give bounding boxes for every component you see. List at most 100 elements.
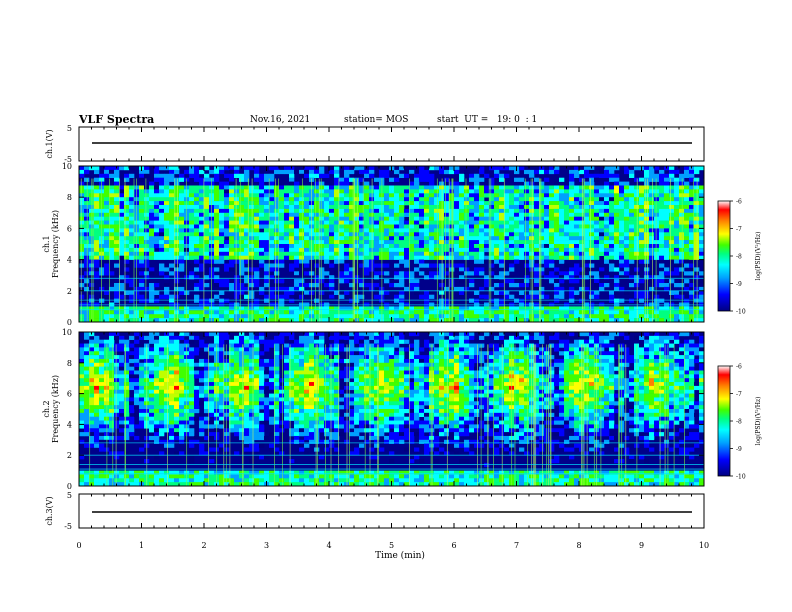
- spectrogram-cell: [229, 197, 235, 202]
- spectrogram-cell: [89, 439, 95, 444]
- spectrogram-cell: [214, 251, 220, 256]
- spectrogram-cell: [214, 185, 220, 190]
- spectrogram-cell: [534, 169, 540, 175]
- spectrogram-cell: [519, 177, 525, 182]
- spectrogram-cell: [494, 201, 500, 206]
- spectrogram-cell: [614, 177, 620, 182]
- spectrogram-cell: [389, 236, 395, 241]
- spectrogram-cell: [314, 251, 320, 256]
- spectrogram-cell: [109, 201, 115, 206]
- spectrogram-cell: [434, 228, 440, 233]
- spectrogram-cell: [294, 193, 300, 198]
- spectrogram-cell: [404, 240, 410, 245]
- spectrogram-cell: [139, 271, 145, 276]
- spectrogram-cell: [229, 232, 235, 237]
- spectrogram-cell: [304, 169, 310, 175]
- spectrogram-cell: [219, 185, 225, 190]
- spectrogram-cell: [699, 279, 705, 284]
- spectrogram-cell: [124, 474, 130, 479]
- spectrogram-cell: [174, 201, 180, 206]
- spectrogram-cell: [639, 197, 645, 202]
- spectrogram-cell: [139, 298, 145, 303]
- spectrogram-cell: [634, 216, 640, 221]
- spectrogram-cell: [259, 189, 265, 194]
- spectrogram-cell: [659, 298, 665, 303]
- spectrogram-cell: [264, 232, 270, 237]
- spectrogram-cell: [349, 306, 355, 311]
- spectrogram-cell: [114, 409, 120, 414]
- spectrogram-cell: [644, 290, 650, 295]
- spectrogram-cell: [479, 247, 485, 253]
- spectrogram-cell: [119, 374, 125, 379]
- spectrogram-cell: [369, 240, 375, 245]
- spectrogram-cell: [584, 201, 590, 206]
- spectrogram-cell: [644, 177, 650, 182]
- spectrogram-cell: [129, 298, 135, 303]
- spectrogram-cell: [169, 247, 175, 253]
- spectrogram-cell: [374, 283, 380, 288]
- spectrogram-cell: [264, 173, 270, 178]
- spectrogram-cell: [414, 236, 420, 241]
- spectrogram-cell: [314, 228, 320, 233]
- spectrogram-cell: [689, 306, 695, 311]
- spectrogram-cell: [594, 283, 600, 288]
- spectrogram-cell: [499, 228, 505, 233]
- spectrogram-cell: [479, 212, 485, 217]
- spectrogram-cell: [639, 314, 645, 319]
- spectrogram-cell: [479, 259, 485, 264]
- spectrogram-cell: [439, 220, 445, 225]
- spectrogram-cell: [214, 232, 220, 237]
- spectrogram-cell: [439, 263, 445, 268]
- spectrogram-cell: [479, 224, 485, 229]
- spectrogram-cell: [239, 173, 245, 178]
- spectrogram-cell: [509, 244, 515, 249]
- spectrogram-cell: [634, 275, 640, 280]
- spectrogram-cell: [654, 208, 660, 214]
- spectrogram-cell: [84, 244, 90, 249]
- spectrogram-cell: [259, 224, 265, 229]
- spectrogram-cell: [179, 197, 185, 202]
- spectrogram-cell: [124, 318, 130, 323]
- spectrogram-cell: [229, 201, 235, 206]
- spectrogram-cell: [504, 189, 510, 194]
- spectrogram-cell: [674, 255, 680, 260]
- spectrogram-cell: [199, 205, 205, 210]
- spectrogram-cell: [364, 283, 370, 288]
- spectrogram-cell: [314, 208, 320, 214]
- spectrogram-cell: [79, 351, 85, 356]
- spectrogram-cell: [614, 251, 620, 256]
- spectrogram-cell: [169, 220, 175, 225]
- spectrogram-cell: [174, 358, 180, 364]
- spectrogram-cell: [639, 205, 645, 210]
- spectrogram-cell: [99, 389, 105, 394]
- spectrogram-cell: [154, 166, 160, 171]
- spectrogram-cell: [459, 173, 465, 178]
- spectrogram-cell: [674, 232, 680, 237]
- spectrogram-cell: [424, 318, 430, 323]
- spectrogram-cell: [174, 428, 180, 433]
- spectrogram-cell: [339, 189, 345, 194]
- spectrogram-cell: [199, 208, 205, 214]
- spectrogram-cell: [344, 247, 350, 253]
- spectrogram-cell: [124, 355, 130, 360]
- spectrogram-cell: [344, 224, 350, 229]
- spectrogram-cell: [624, 205, 630, 210]
- spectrogram-cell: [179, 343, 185, 348]
- spectrogram-cell: [664, 177, 670, 182]
- spectrogram-cell: [444, 251, 450, 256]
- spectrogram-cell: [79, 412, 85, 417]
- spectrogram-cell: [644, 216, 650, 221]
- spectrogram-cell: [224, 216, 230, 221]
- spectrogram-cell: [284, 251, 290, 256]
- spectrogram-cell: [224, 224, 230, 229]
- spectrogram-cell: [124, 482, 130, 487]
- spectrogram-cell: [344, 240, 350, 245]
- spectrogram-cell: [184, 339, 190, 344]
- spectrogram-cell: [179, 412, 185, 417]
- spectrogram-cell: [414, 181, 420, 186]
- spectrogram-cell: [564, 306, 570, 311]
- spectrogram-cell: [164, 382, 170, 387]
- spectrogram-cell: [454, 286, 460, 292]
- spectrogram-cell: [149, 244, 155, 249]
- spectrogram-cell: [214, 193, 220, 198]
